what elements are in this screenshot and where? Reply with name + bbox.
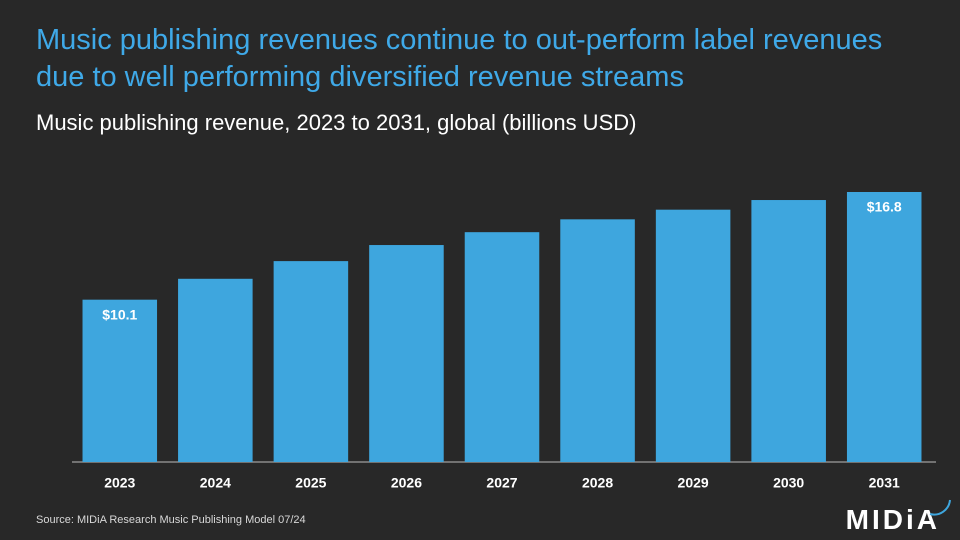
value-label: $10.1 [102,306,137,322]
bar [846,192,922,462]
chart-subtitle: Music publishing revenue, 2023 to 2031, … [36,110,637,135]
source-note: Source: MIDiA Research Music Publishing … [36,514,306,526]
bar [751,200,826,463]
bar [369,245,444,462]
bar [273,261,349,462]
x-tick-label: 2027 [486,475,517,491]
bar [560,219,635,462]
bar [655,209,731,462]
x-tick-label: 2030 [773,475,804,491]
bar [464,232,540,462]
chart-title: Music publishing revenues continue to ou… [36,24,883,93]
x-tick-label: 2024 [200,475,231,491]
bar [178,278,253,462]
x-tick-label: 2031 [869,475,900,491]
logo-arc [929,499,951,516]
x-tick-label: 2025 [295,475,326,491]
x-tick-label: 2029 [678,475,709,491]
x-tick-label: 2026 [391,475,422,491]
logo: MIDiA [845,504,940,535]
x-tick-label: 2028 [582,475,613,491]
bar [82,299,158,462]
value-label: $16.8 [867,199,902,215]
x-tick-label: 2023 [104,475,135,491]
